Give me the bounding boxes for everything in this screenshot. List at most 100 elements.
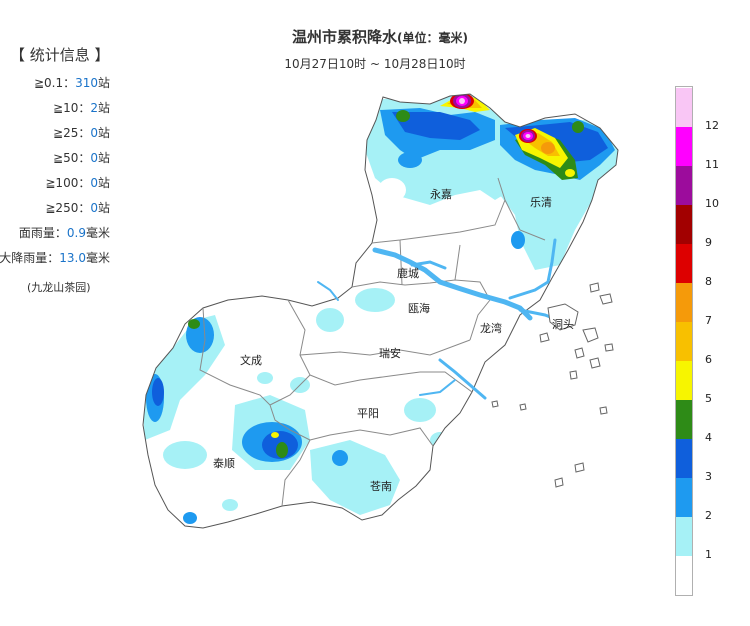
title-text: 温州市累积降水 [292, 28, 398, 46]
stat-label: ≧50： [53, 151, 91, 165]
stat-row-ge-25: ≧25：0站 [53, 124, 110, 141]
legend-color-swatch [676, 556, 692, 595]
stat-row-max-rainfall: 最大降雨量：13.0毫米 [0, 249, 110, 266]
stat-suffix: 站 [97, 126, 110, 140]
stat-suffix: 毫米 [85, 251, 110, 265]
region-label-ouhai: 瓯海 [408, 302, 430, 315]
stat-label: ≧100： [45, 176, 91, 190]
stat-value: 310 [75, 76, 98, 90]
rain-area-1mm [378, 178, 406, 202]
legend-color-swatch [676, 244, 692, 283]
region-label-yueqing: 乐清 [530, 196, 552, 209]
region-label-longwan: 龙湾 [480, 322, 502, 335]
legend-color-swatch [676, 361, 692, 400]
rain-area-3mm [183, 512, 197, 524]
legend-label: 8 [705, 275, 712, 288]
rain-area-5mm [188, 319, 200, 329]
legend-color-swatch [676, 283, 692, 322]
rain-area-2mm [222, 499, 238, 511]
legend-label: 6 [705, 353, 712, 366]
rain-area-over-12mm [525, 134, 531, 138]
stat-label: ≧10： [53, 101, 91, 115]
rain-area-3mm [398, 152, 422, 168]
rain-area-8mm [541, 142, 555, 154]
stat-row-area-rainfall: 面雨量：0.9毫米 [19, 224, 110, 241]
legend-label: 5 [705, 392, 712, 405]
rain-area-3mm [332, 450, 348, 466]
region-label-yongjia: 永嘉 [430, 188, 452, 201]
stat-suffix: 站 [97, 76, 110, 90]
rain-area-5mm [572, 121, 584, 133]
stat-value: 0.9 [66, 226, 86, 240]
legend-color-swatch [676, 439, 692, 478]
stat-value: 0 [90, 201, 98, 215]
legend-label: 10 [705, 197, 719, 210]
stat-row-ge-100: ≧100：0站 [45, 174, 110, 191]
legend-label: 11 [705, 158, 719, 171]
title-unit: (单位：毫米) [397, 31, 468, 45]
stat-suffix: 站 [97, 101, 110, 115]
stat-suffix: 站 [97, 176, 110, 190]
legend-label: 3 [705, 470, 712, 483]
stat-suffix: 站 [97, 151, 110, 165]
max-station-name: (九龙山茶园) [27, 281, 91, 294]
rain-area-6mm [271, 432, 279, 438]
stat-row-ge-0-1: ≧0.1：310站 [34, 74, 110, 91]
stat-label: ≧25： [53, 126, 91, 140]
stat-value: 2 [90, 101, 98, 115]
legend-label: 7 [705, 314, 712, 327]
stat-row-ge-10: ≧10：2站 [53, 99, 110, 116]
region-label-pingyang: 平阳 [357, 407, 379, 420]
stat-suffix: 站 [97, 201, 110, 215]
stat-value: 0 [90, 151, 98, 165]
region-label-dongtou: 洞头 [552, 318, 574, 331]
legend-label: 4 [705, 431, 712, 444]
legend-label: 2 [705, 509, 712, 522]
rain-area-2mm [163, 441, 207, 469]
stat-label: 面雨量： [18, 226, 67, 240]
legend-color-swatch [676, 517, 692, 556]
rain-area-5mm [396, 110, 410, 122]
rivers [317, 238, 560, 400]
map-title: 温州市累积降水(单位：毫米) [270, 26, 490, 47]
rain-area-6mm [565, 169, 575, 177]
region-label-cangnan: 苍南 [370, 480, 392, 493]
rain-area-4mm [392, 112, 480, 140]
legend-color-swatch [676, 478, 692, 517]
county-boundaries [199, 177, 546, 507]
stat-value: 0 [90, 126, 98, 140]
rain-area-5mm [276, 442, 288, 458]
stat-row-ge-50: ≧50：0站 [53, 149, 110, 166]
legend-color-swatch [676, 88, 692, 127]
stat-label: ≧250： [45, 201, 91, 215]
stat-label: 最大降雨量： [0, 251, 60, 265]
legend-label: 12 [705, 119, 719, 132]
stat-value: 0 [90, 176, 98, 190]
rain-area-1mm [454, 195, 486, 215]
stat-value: 13.0 [59, 251, 86, 265]
region-label-ruian: 瑞安 [379, 347, 401, 360]
rain-area-2mm [404, 398, 436, 422]
legend-color-swatch [676, 400, 692, 439]
legend-color-swatch [676, 127, 692, 166]
region-label-wencheng: 文成 [240, 354, 262, 367]
legend-label: 9 [705, 236, 712, 249]
rain-area-2mm [355, 288, 395, 312]
rain-area-2mm [316, 308, 344, 332]
legend-label: 1 [705, 548, 712, 561]
rain-area-over-12mm [459, 98, 465, 104]
legend-color-swatch [676, 166, 692, 205]
stat-row-ge-250: ≧250：0站 [45, 199, 110, 216]
region-label-lucheng: 鹿城 [397, 267, 419, 280]
rain-area-2mm [257, 372, 273, 384]
time-range: 10月27日10时 ~ 10月28日10时 [284, 57, 466, 71]
color-legend [675, 86, 693, 596]
rain-area-3mm [511, 231, 525, 249]
stat-suffix: 毫米 [85, 226, 110, 240]
region-label-taishun: 泰顺 [213, 457, 235, 470]
legend-color-swatch [676, 322, 692, 361]
rain-area-4mm [152, 378, 164, 406]
legend-color-swatch [676, 205, 692, 244]
islands [491, 282, 614, 488]
